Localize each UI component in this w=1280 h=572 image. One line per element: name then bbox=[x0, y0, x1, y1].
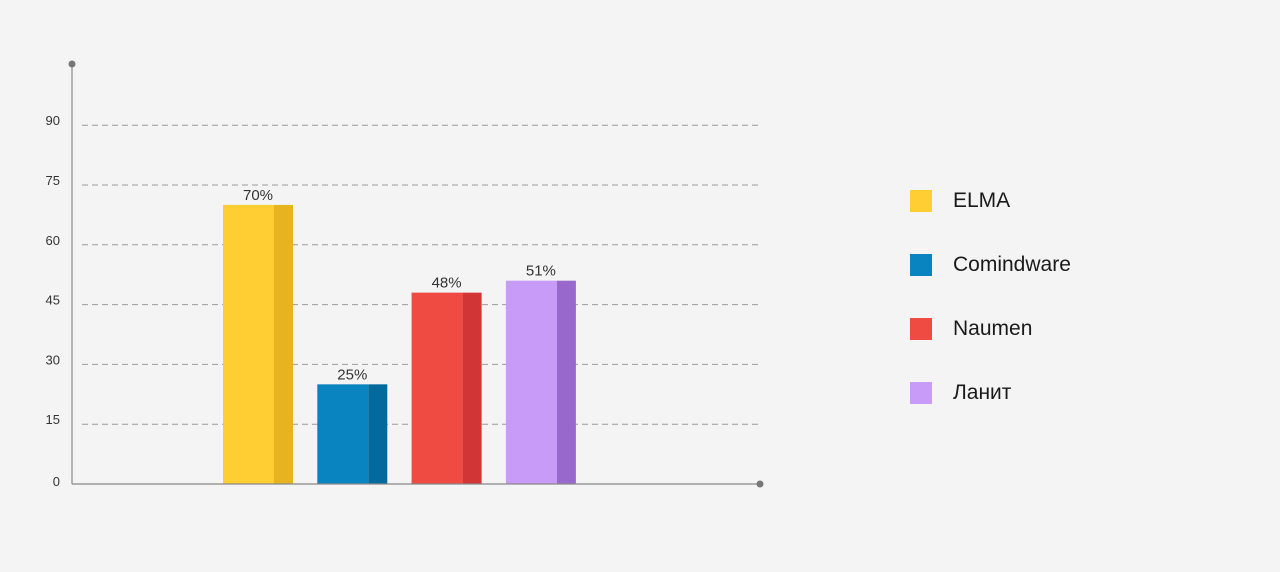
legend-item-elma: ELMA bbox=[910, 188, 1071, 214]
y-axis-end-dot bbox=[68, 60, 76, 68]
y-tick-label: 90 bbox=[46, 113, 60, 128]
axes bbox=[68, 60, 764, 488]
legend-label: Ланит bbox=[953, 381, 1012, 404]
bar-value-label: 51% bbox=[526, 263, 556, 280]
legend-label: Comindware bbox=[953, 253, 1071, 276]
legend-item-naumen: Naumen bbox=[910, 316, 1071, 342]
legend-item-comindware: Comindware bbox=[910, 252, 1071, 278]
y-tick-label: 15 bbox=[46, 412, 60, 427]
bar-value-label: 25% bbox=[337, 366, 367, 383]
bar-side-shade bbox=[556, 280, 576, 484]
bar-value-label: 48% bbox=[432, 275, 462, 292]
legend-label: Naumen bbox=[953, 317, 1033, 340]
y-tick-label: 75 bbox=[46, 173, 60, 188]
bar-ланит bbox=[505, 280, 557, 484]
y-axis-ticks: 0 15 30 45 60 75 90 bbox=[46, 113, 60, 489]
bar-comindware bbox=[317, 384, 369, 484]
bars bbox=[223, 204, 576, 484]
legend-item-lanit: Ланит bbox=[910, 380, 1071, 406]
bar-side-shade bbox=[274, 204, 293, 484]
bar-value-label: 70% bbox=[243, 187, 273, 204]
legend: ELMA Comindware Naumen Ланит bbox=[910, 188, 1071, 444]
legend-swatch bbox=[910, 254, 932, 276]
y-tick-label: 60 bbox=[46, 233, 60, 248]
legend-swatch bbox=[910, 382, 932, 404]
legend-label: ELMA bbox=[953, 189, 1011, 212]
grid-lines bbox=[82, 124, 760, 425]
y-tick-label: 45 bbox=[46, 293, 60, 308]
x-axis-end-dot bbox=[756, 480, 764, 488]
bar-side-shade bbox=[462, 292, 482, 484]
y-tick-label: 30 bbox=[46, 352, 60, 367]
bar-side-shade bbox=[368, 384, 388, 484]
legend-swatch bbox=[910, 190, 932, 212]
bar-naumen bbox=[411, 292, 463, 484]
data-labels: 70% 25% 48% 51% bbox=[243, 187, 556, 383]
legend-swatch bbox=[910, 318, 932, 340]
y-tick-label: 0 bbox=[53, 474, 60, 489]
bar-elma bbox=[223, 204, 274, 484]
